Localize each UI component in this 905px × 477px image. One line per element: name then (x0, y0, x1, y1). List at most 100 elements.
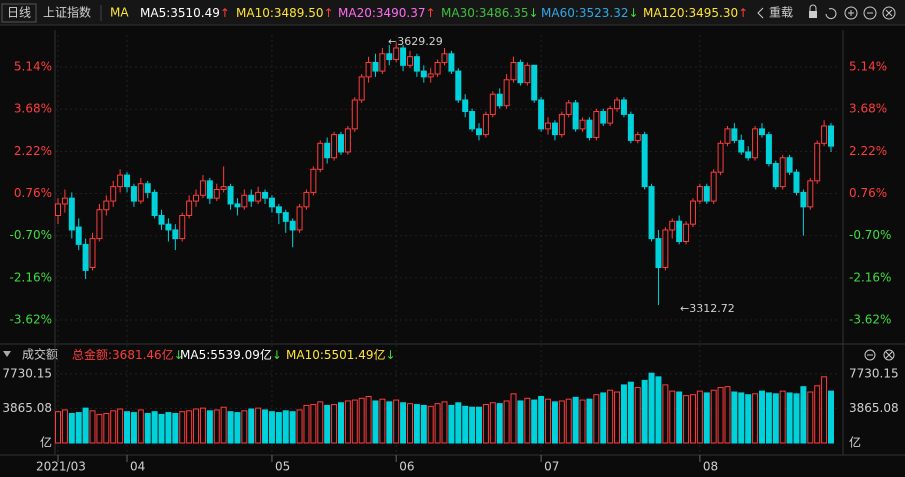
volume-bar (337, 402, 344, 444)
volume-bar (158, 413, 165, 444)
volume-bar (351, 399, 358, 444)
candle-body (710, 171, 717, 202)
volume-bar (289, 411, 296, 444)
ma-item: MA120:3495.30↑ (643, 6, 748, 20)
ma-item-arrow: ↑ (324, 6, 334, 20)
candle-body (89, 238, 96, 268)
ma-item: MA5:3510.49↑ (140, 6, 230, 20)
candle-body (765, 134, 772, 165)
lock-icon[interactable] (809, 4, 817, 11)
volume-bar (545, 398, 552, 444)
volume-bar (558, 400, 565, 444)
candle-body (275, 206, 282, 214)
volume-bar (144, 412, 151, 444)
volume-bar (275, 412, 282, 444)
ma-item-text: MA10:3489.50 (236, 6, 324, 20)
candle-body (600, 111, 607, 124)
volume-bar (676, 391, 683, 444)
x-tick-label: 2021/03 (36, 460, 86, 474)
volume-bar (683, 395, 690, 444)
volume-bar (586, 398, 593, 444)
candle-body (634, 134, 641, 141)
volume-bar (551, 401, 558, 444)
candle-body (206, 180, 213, 199)
lock-icon[interactable] (809, 11, 817, 18)
volume-bar (282, 410, 289, 444)
y-tick-label: 3.68% (14, 102, 52, 116)
candle-body (158, 215, 165, 225)
candle-body (199, 180, 206, 196)
volume-bar (738, 392, 745, 444)
volume-bar (814, 385, 821, 444)
volume-bar (627, 381, 634, 444)
candle-body (124, 174, 131, 188)
candle-body (558, 113, 565, 136)
volume-bar (206, 410, 213, 444)
candle-body (324, 142, 331, 159)
volume-bar (75, 412, 82, 444)
candle-body (213, 189, 220, 199)
y-tick-label-right: -3.62% (849, 313, 891, 327)
volume-bar (669, 390, 676, 444)
undo-icon[interactable] (825, 8, 837, 20)
volume-bar (151, 411, 158, 444)
volume-bar (413, 404, 420, 444)
y-tick-label-right: -2.16% (849, 270, 891, 284)
candle-body (234, 203, 241, 208)
volume-bar (441, 401, 448, 444)
volume-bar (186, 410, 193, 444)
candle-body (289, 220, 296, 231)
period-box[interactable] (1, 3, 37, 23)
close-icon[interactable] (883, 349, 895, 361)
y-tick-label: 2.22% (14, 144, 52, 158)
ma-item: MA30:3486.35↓ (441, 6, 539, 20)
candle-body (724, 128, 731, 144)
volume-bar (524, 397, 531, 444)
candle-body (648, 186, 655, 240)
zoom-out-icon[interactable] (863, 6, 877, 20)
volume-bar (427, 405, 434, 444)
volume-bar (752, 393, 759, 444)
candle-body (614, 99, 621, 110)
toolbar-bg (0, 0, 905, 25)
high-annotation: ←3629.29 (388, 35, 443, 48)
candle-body (337, 134, 344, 153)
volume-bar (448, 404, 455, 444)
volume-bar (103, 412, 110, 444)
ma-item-arrow: ↑ (426, 6, 436, 20)
candle-body (524, 64, 531, 84)
volume-bar (317, 401, 324, 444)
volume-bar (510, 393, 517, 444)
back-icon[interactable] (757, 7, 764, 19)
candle-body (786, 157, 793, 173)
close-icon[interactable] (882, 6, 896, 20)
candle-body (482, 113, 489, 136)
ma-item-text: MA60:3523.32 (541, 6, 629, 20)
zoom-in-icon[interactable] (848, 10, 854, 16)
close-icon[interactable] (885, 9, 893, 17)
volume-bar (779, 390, 786, 444)
volume-bar (800, 386, 807, 444)
volume-bar (220, 406, 227, 444)
candle-body (545, 122, 552, 130)
symbol[interactable]: 上证指数 (43, 5, 91, 20)
candle-body (296, 206, 303, 231)
close-icon[interactable] (885, 351, 893, 359)
candle-body (117, 174, 124, 188)
zoom-in-icon[interactable] (844, 6, 858, 20)
candle-body (469, 111, 476, 130)
zoom-out-icon[interactable] (864, 349, 876, 361)
volume-unit-right: 亿 (849, 435, 861, 450)
period[interactable]: 日线 (7, 6, 31, 20)
volume-bar (241, 410, 248, 444)
collapse-icon[interactable] (3, 351, 11, 357)
volume-bar (365, 395, 372, 444)
volume-bar (82, 407, 89, 444)
ma-item-text: MA120:3495.30 (643, 6, 738, 20)
volume-bar (358, 397, 365, 444)
volume-bar (696, 390, 703, 444)
x-tick-label: 06 (399, 460, 414, 474)
candle-body (248, 194, 255, 202)
candle-body (821, 125, 828, 144)
reload[interactable]: 重载 (769, 6, 793, 20)
